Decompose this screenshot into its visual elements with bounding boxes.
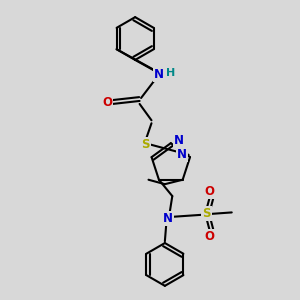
Text: N: N [163,212,173,225]
Text: O: O [205,185,214,198]
Text: N: N [177,148,187,161]
Text: H: H [166,68,175,78]
Text: O: O [103,96,112,109]
Text: S: S [202,207,211,220]
Text: O: O [205,230,214,243]
Text: N: N [154,68,164,81]
Text: N: N [174,134,184,147]
Text: S: S [141,138,150,151]
